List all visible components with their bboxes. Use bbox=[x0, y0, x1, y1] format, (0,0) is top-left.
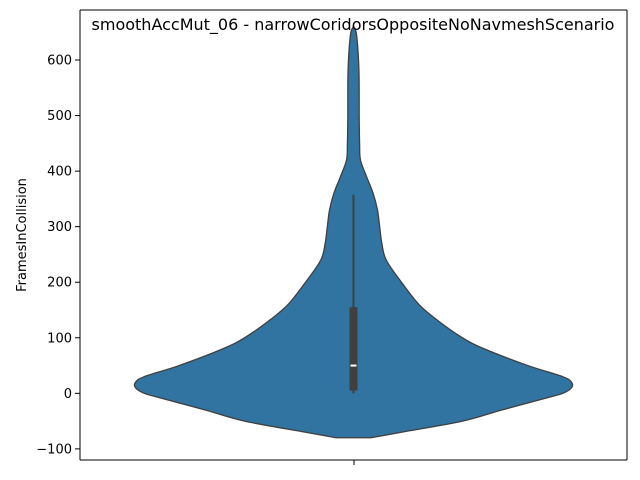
violin-iqr-box bbox=[349, 307, 358, 391]
y-axis-label: FramesInCollision bbox=[15, 178, 30, 292]
y-tick-label: 300 bbox=[47, 220, 72, 235]
y-tick-label: 600 bbox=[47, 54, 72, 69]
axes bbox=[79, 9, 628, 465]
y-axis-ticks: −100 0 100 200 300 400 500 600 bbox=[36, 54, 80, 457]
y-tick-label: −100 bbox=[36, 442, 72, 457]
violin-median-marker bbox=[350, 364, 357, 367]
y-tick-label: 100 bbox=[47, 331, 72, 346]
plot-area bbox=[133, 25, 574, 439]
y-tick-label: 500 bbox=[47, 109, 72, 124]
chart-title: smoothAccMut_06 - narrowCoridorsOpposite… bbox=[92, 15, 615, 35]
y-tick-label: 400 bbox=[47, 165, 72, 180]
y-tick-label: 0 bbox=[64, 387, 72, 402]
y-tick-label: 200 bbox=[47, 276, 72, 291]
